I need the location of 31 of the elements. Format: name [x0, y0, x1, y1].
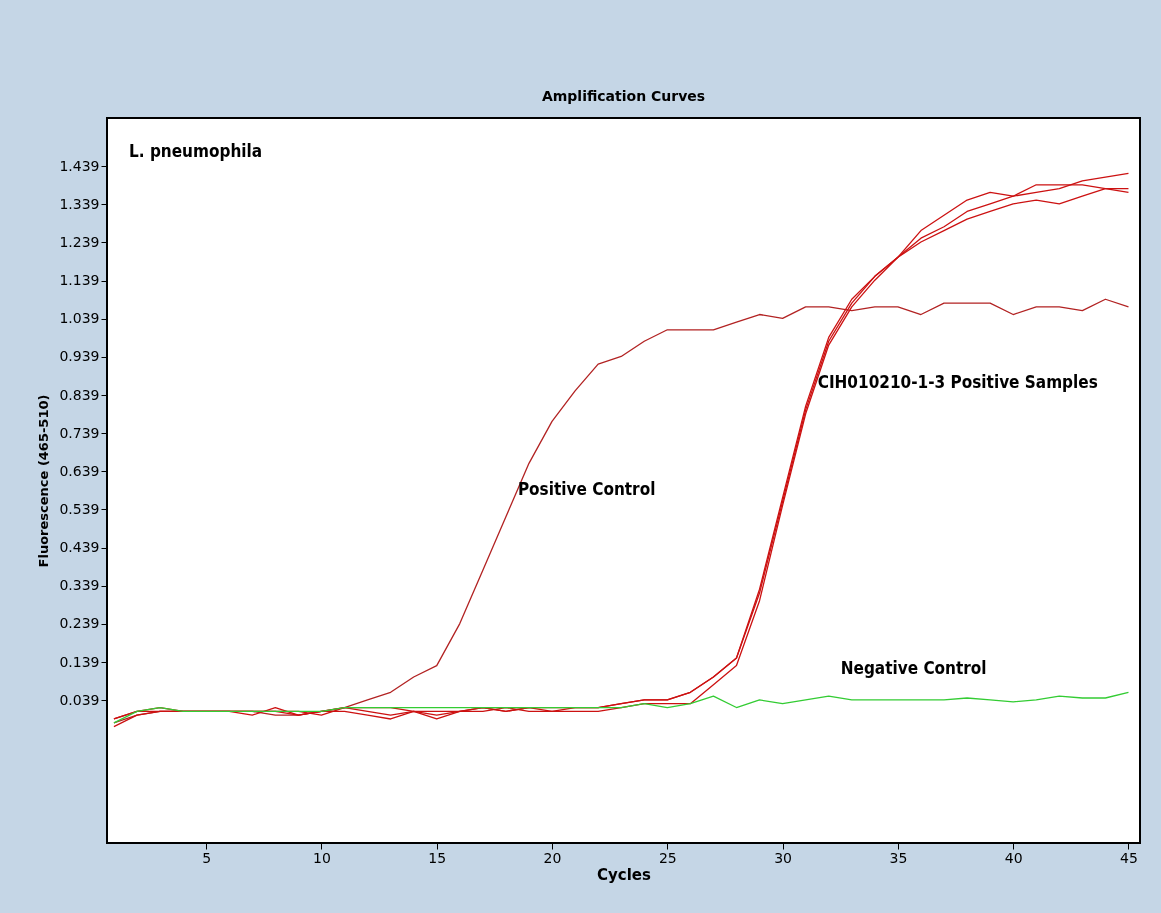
x-tick-label: 15 [428, 849, 447, 866]
annotation: Positive Control [517, 478, 656, 499]
x-tick-label: 25 [658, 849, 677, 866]
y-tick-label: 0.039 [59, 691, 100, 708]
y-tick-label: 1.039 [59, 310, 100, 327]
chart-title: Amplification Curves [541, 88, 706, 104]
annotation: CIH010210-1-3 Positive Samples [817, 371, 1098, 392]
y-axis-title: Fluorescence (465-510) [36, 394, 52, 568]
y-tick-label: 1.239 [59, 233, 100, 250]
x-axis-title: Cycles [597, 865, 652, 884]
y-tick-label: 1.339 [59, 195, 100, 212]
annotation: L. pneumophila [129, 141, 263, 161]
y-tick-label: 1.439 [59, 157, 100, 174]
y-tick-label: 0.139 [59, 653, 100, 670]
x-tick-label: 10 [313, 849, 331, 866]
x-tick-label: 35 [889, 849, 908, 866]
y-tick-label: 0.739 [59, 424, 100, 441]
x-tick-label: 45 [1120, 849, 1138, 866]
y-tick-label: 0.239 [59, 615, 100, 632]
x-tick-label: 5 [202, 849, 212, 866]
x-tick-label: 40 [1004, 849, 1023, 866]
y-tick-label: 1.139 [59, 272, 100, 289]
annotation: Negative Control [840, 658, 987, 679]
y-tick-label: 0.439 [59, 539, 100, 556]
x-tick-label: 30 [774, 849, 793, 866]
y-tick-label: 0.539 [59, 501, 100, 517]
y-tick-label: 0.839 [59, 386, 100, 403]
y-tick-label: 0.639 [59, 462, 100, 479]
x-tick-label: 20 [543, 849, 562, 866]
y-tick-label: 0.339 [59, 577, 100, 594]
y-tick-label: 0.939 [59, 348, 100, 365]
